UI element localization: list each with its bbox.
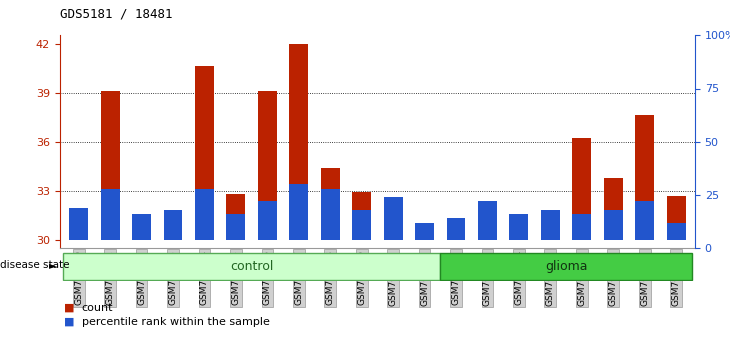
Bar xyxy=(226,194,245,240)
Bar xyxy=(415,228,434,240)
Bar xyxy=(132,214,151,240)
Bar xyxy=(604,210,623,240)
Bar xyxy=(226,214,245,240)
Bar xyxy=(541,210,560,240)
Bar xyxy=(478,201,497,240)
Bar xyxy=(384,197,402,240)
Bar xyxy=(195,189,214,240)
Bar xyxy=(101,189,120,240)
Bar xyxy=(258,201,277,240)
Text: GDS5181 / 18481: GDS5181 / 18481 xyxy=(60,7,172,20)
Bar xyxy=(572,214,591,240)
Bar xyxy=(69,213,88,240)
Bar xyxy=(69,208,88,240)
Bar xyxy=(635,201,654,240)
Bar xyxy=(666,195,685,240)
Text: ►: ► xyxy=(49,260,56,270)
Bar xyxy=(666,223,685,240)
Bar xyxy=(289,184,308,240)
Bar xyxy=(320,168,339,240)
Bar xyxy=(635,115,654,240)
Bar xyxy=(510,214,529,240)
Bar xyxy=(447,218,466,240)
Text: count: count xyxy=(82,303,113,313)
Bar xyxy=(132,215,151,240)
Bar xyxy=(415,223,434,240)
Bar xyxy=(195,67,214,240)
Bar xyxy=(541,213,560,240)
Bar xyxy=(258,91,277,240)
Bar xyxy=(510,215,529,240)
Bar xyxy=(353,210,371,240)
Bar xyxy=(63,253,440,280)
Bar xyxy=(440,253,692,280)
Bar xyxy=(478,213,497,240)
Bar xyxy=(289,44,308,240)
Text: control: control xyxy=(230,260,273,273)
Bar xyxy=(164,210,182,240)
Bar xyxy=(572,138,591,240)
Bar xyxy=(447,235,466,240)
Bar xyxy=(604,178,623,240)
Text: ■: ■ xyxy=(64,303,74,313)
Bar xyxy=(353,192,371,240)
Text: disease state: disease state xyxy=(0,260,69,270)
Text: percentile rank within the sample: percentile rank within the sample xyxy=(82,317,269,327)
Bar xyxy=(164,210,182,240)
Bar xyxy=(101,91,120,240)
Text: glioma: glioma xyxy=(545,260,588,273)
Bar xyxy=(384,199,402,240)
Text: ■: ■ xyxy=(64,317,74,327)
Bar xyxy=(320,189,339,240)
